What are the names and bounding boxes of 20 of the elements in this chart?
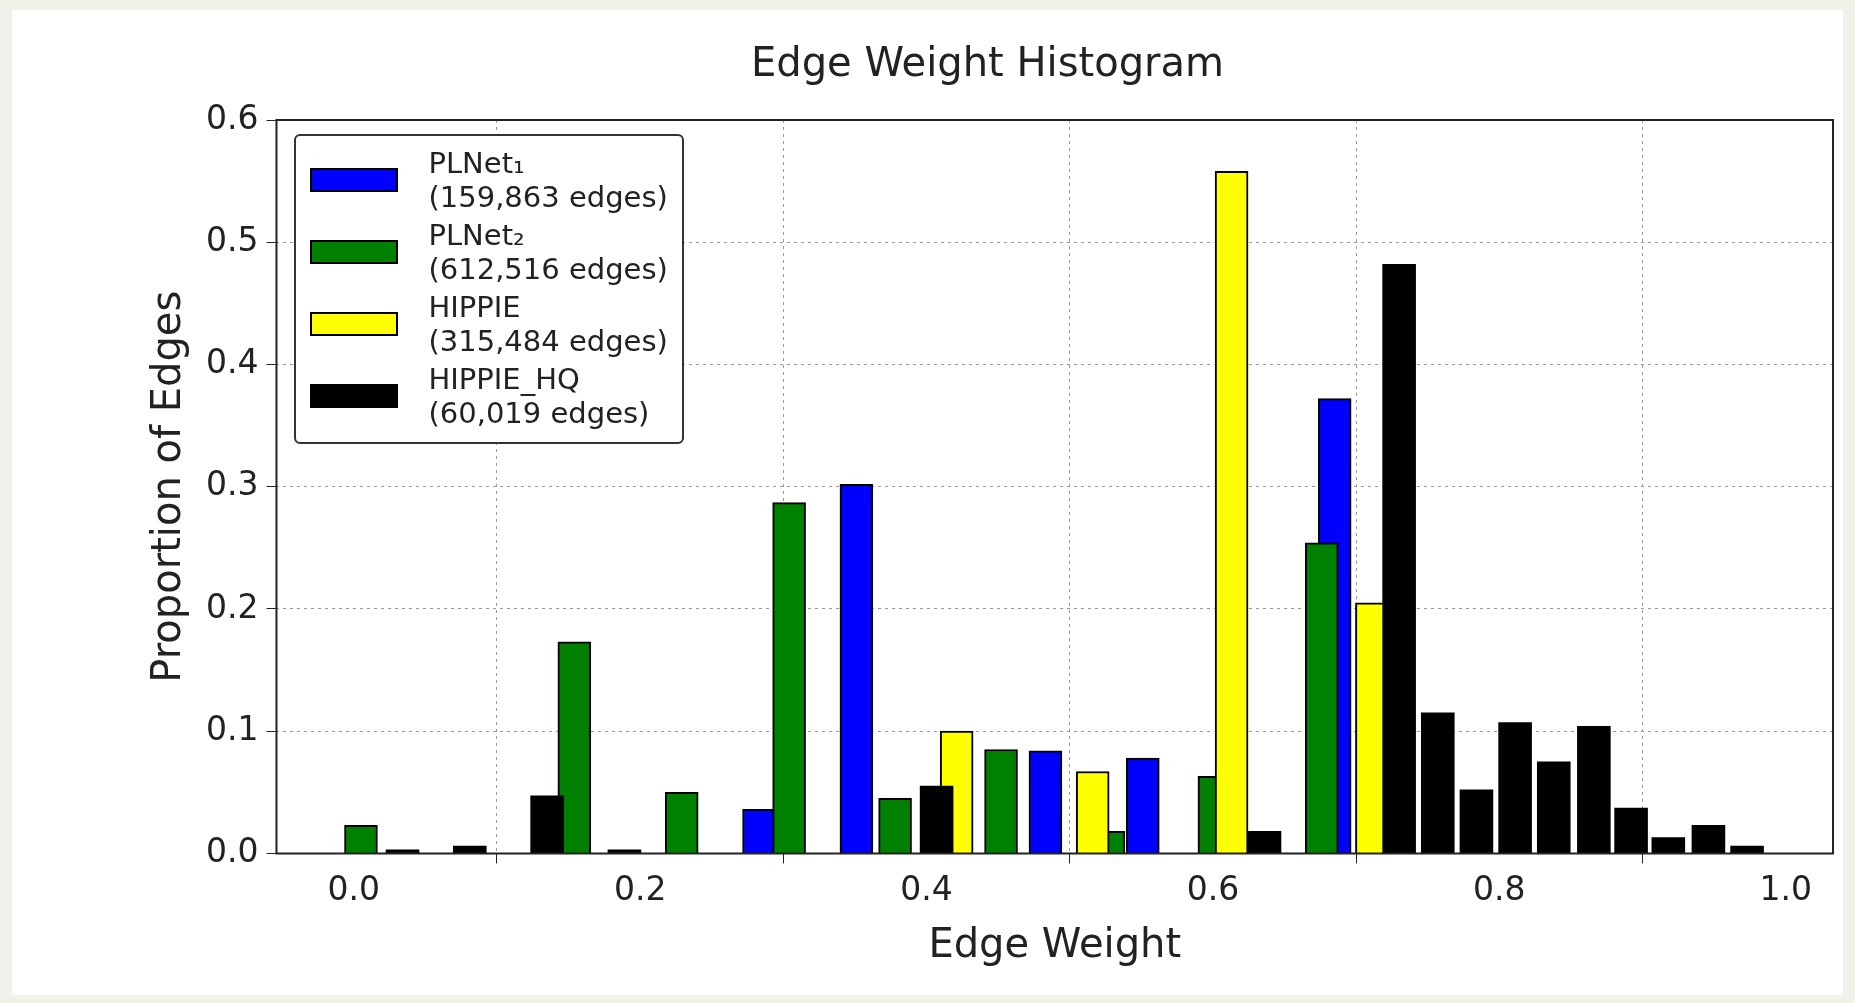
- x-tick-label: 0.8: [1473, 868, 1526, 908]
- y-tick-label: 0.1: [206, 708, 259, 748]
- y-tick-label: 0.4: [206, 342, 259, 382]
- y-tick-label: 0.5: [206, 219, 259, 259]
- x-tick-label: 0.4: [900, 868, 953, 908]
- y-tick-label: 0.0: [206, 830, 259, 870]
- legend-label: HIPPIE_HQ (60,019 edges): [428, 362, 650, 430]
- x-tick-label: 0.0: [327, 868, 381, 908]
- legend-label: PLNet₂ (612,516 edges): [428, 218, 668, 286]
- x-axis-title: Edge Weight: [928, 920, 1182, 967]
- x-tick-label: 0.6: [1186, 868, 1240, 908]
- y-axis-title: Proportion of Edges: [143, 290, 190, 683]
- y-tick-label: 0.6: [206, 97, 259, 137]
- x-tick-label: 0.2: [613, 868, 667, 908]
- y-tick-label: 0.2: [206, 586, 259, 626]
- x-tick-label: 1.0: [1759, 868, 1812, 908]
- legend-label: HIPPIE (315,484 edges): [428, 290, 668, 358]
- legend-label: PLNet₁ (159,863 edges): [428, 146, 668, 214]
- chart-title: Edge Weight Histogram: [751, 39, 1224, 86]
- y-tick-label: 0.3: [206, 464, 259, 504]
